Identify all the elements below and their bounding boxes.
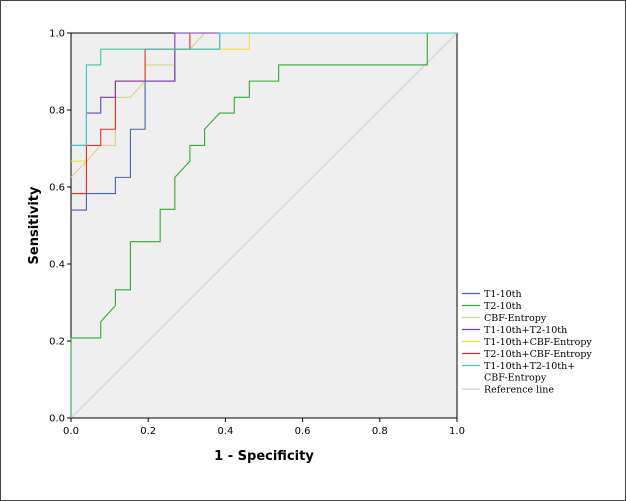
series-line-5: [71, 32, 457, 195]
legend-label-7: Reference line: [484, 385, 554, 396]
series-line-6: [71, 32, 457, 146]
legend: T1-10thT2-10thCBF-EntropyT1-10th+T2-10th…: [462, 289, 592, 396]
y-tick-label: 0.4: [49, 260, 65, 271]
y-tick-label: 1.0: [49, 29, 65, 40]
legend-label-5: T2-10th+CBF-Entropy: [484, 349, 592, 360]
legend-label-0: T1-10th: [484, 289, 522, 300]
x-tick-label: 1.0: [449, 426, 465, 437]
legend-label-3: T1-10th+T2-10th: [484, 325, 567, 336]
x-tick-label: 0.8: [372, 426, 388, 437]
legend-label-4: T1-10th+CBF-Entropy: [484, 337, 592, 348]
x-tick-label: 0.6: [295, 426, 311, 437]
legend-label-6: T1-10th+T2-10th+ CBF-Entropy: [484, 361, 575, 384]
y-tick-label: 0.6: [49, 183, 65, 194]
y-tick-label: 0.0: [49, 414, 65, 425]
x-tick-label: 0.2: [140, 426, 156, 437]
series-line-7: [70, 32, 458, 419]
axes-layer: 0.0 0.2 0.4 0.6 0.8 1.0 0.0 0.2 0.4 0.6 0.8 1.0: [49, 29, 465, 438]
series-line-1: [70, 32, 457, 418]
x-axis-title: 1 - Specificity: [214, 449, 314, 464]
y-tick-label: 0.2: [49, 337, 65, 348]
x-tick-label: 0.4: [217, 426, 233, 437]
y-axis-title: Sensitivity: [27, 186, 42, 264]
legend-label-1: T2-10th: [484, 301, 522, 312]
x-tick-label: 0.0: [63, 426, 79, 437]
legend-label-2: CBF-Entropy: [484, 313, 547, 324]
y-tick-label: 0.8: [49, 106, 65, 117]
series-layer: [70, 32, 458, 419]
